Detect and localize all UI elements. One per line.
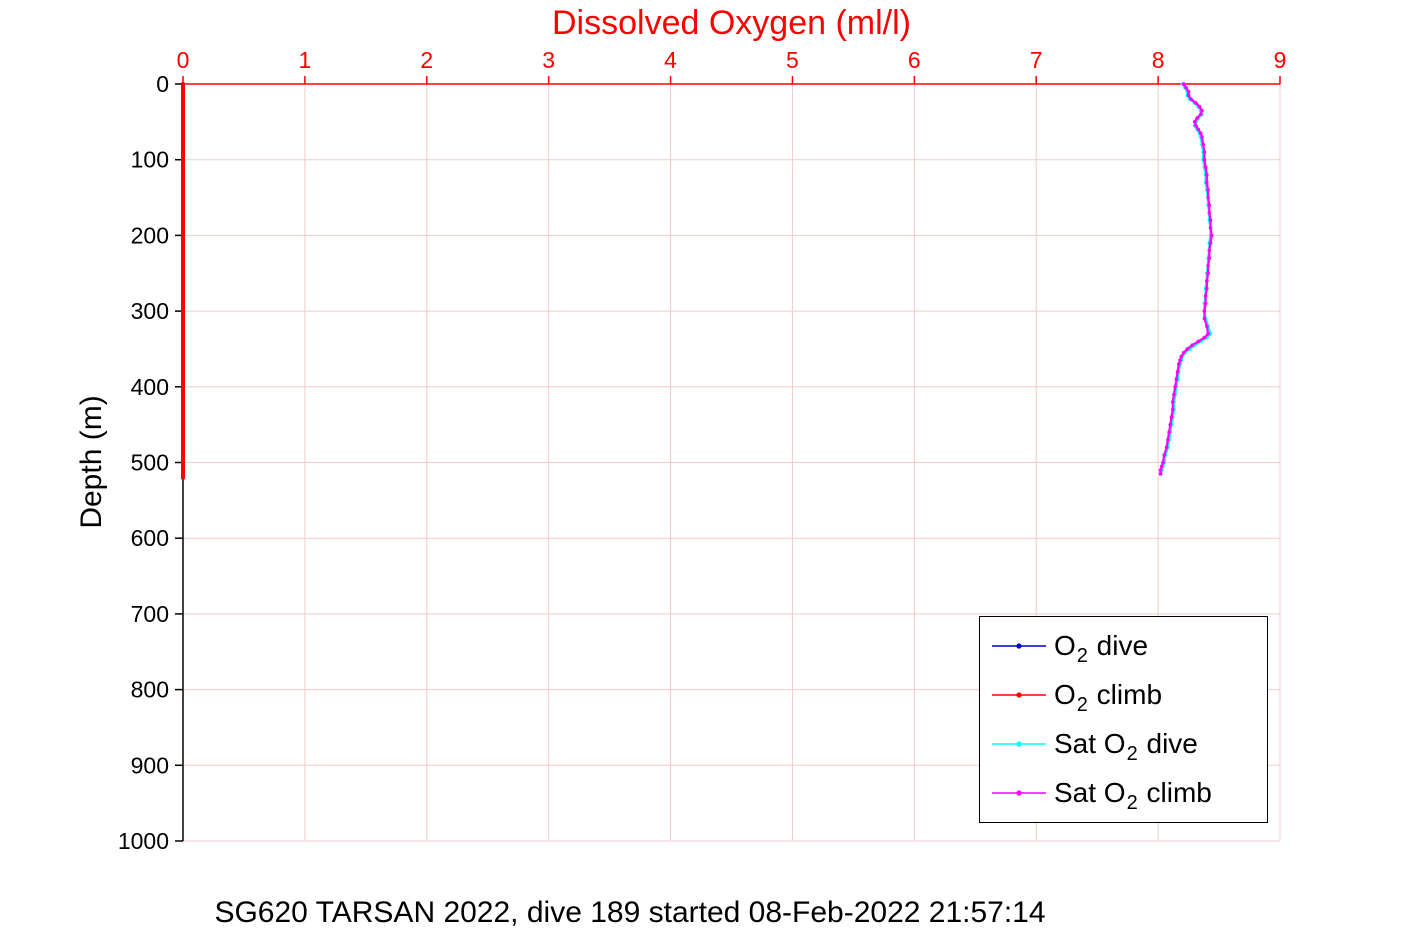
label-text: climb: [1088, 678, 1163, 710]
label-text: dive: [1088, 629, 1149, 661]
x-tick-label: 9: [1274, 47, 1287, 73]
y-tick-label: 500: [131, 450, 169, 476]
y-tick-label: 200: [131, 222, 169, 248]
legend-label-sat-o2-dive: Sat O2 dive: [1054, 728, 1198, 765]
legend-item-o2-dive: O2 dive: [980, 629, 1267, 667]
x-tick-label: 6: [908, 47, 921, 73]
caption: SG620 TARSAN 2022, dive 189 started 08-F…: [214, 896, 1046, 929]
x-tick-label: 4: [664, 47, 677, 73]
chart-title: Dissolved Oxygen (ml/l): [552, 4, 911, 42]
legend-item-sat-o2-dive: Sat O2 dive: [980, 728, 1267, 765]
y-tick-label: 900: [131, 752, 169, 778]
legend-line-o2-dive: [990, 639, 1048, 653]
label-text: O: [1054, 629, 1076, 661]
legend-item-sat-o2-climb: Sat O2 climb: [980, 777, 1267, 814]
x-tick-label: 7: [1030, 47, 1043, 73]
y-tick-label: 1000: [118, 828, 169, 854]
grid: [183, 84, 1281, 842]
label-sub: 2: [1126, 743, 1138, 766]
series-sat-o2-climb: [1158, 82, 1214, 476]
legend-item-o2-climb: O2 climb: [980, 678, 1267, 716]
legend-line-o2-climb: [990, 688, 1048, 702]
y-tick-label: 600: [131, 525, 169, 551]
legend-line-sat-o2-climb: [990, 786, 1048, 800]
label-text: climb: [1138, 777, 1212, 809]
legend-line-sat-o2-dive: [990, 737, 1048, 751]
label-text: dive: [1138, 728, 1198, 760]
y-tick-label: 300: [131, 298, 169, 324]
x-tick-label: 0: [177, 47, 190, 73]
label-sub: 2: [1076, 693, 1088, 716]
label-text: Sat O: [1054, 728, 1126, 760]
x-tick-label: 3: [542, 47, 555, 73]
label-text: O: [1054, 678, 1076, 710]
legend-label-o2-climb: O2 climb: [1054, 678, 1163, 716]
x-tick-label: 2: [420, 47, 433, 73]
y-tick-label: 400: [131, 374, 169, 400]
x-tick-label: 5: [786, 47, 799, 73]
x-tick-label: 1: [298, 47, 311, 73]
x-tick-label: 8: [1152, 47, 1165, 73]
series-sat-o2-dive: [1158, 82, 1213, 476]
y-tick-label: 0: [156, 71, 169, 97]
label-sub: 2: [1076, 644, 1088, 667]
legend-label-sat-o2-climb: Sat O2 climb: [1054, 777, 1212, 814]
legend-label-o2-dive: O2 dive: [1054, 629, 1149, 667]
label-text: Sat O: [1054, 777, 1126, 809]
y-axis-label: Depth (m): [75, 395, 108, 529]
y-tick-label: 100: [131, 147, 169, 173]
label-sub: 2: [1126, 792, 1138, 815]
legend: O2 dive O2 climb Sat O2 dive Sat O2 clim…: [979, 616, 1268, 823]
y-tick-label: 800: [131, 677, 169, 703]
y-tick-label: 700: [131, 601, 169, 627]
